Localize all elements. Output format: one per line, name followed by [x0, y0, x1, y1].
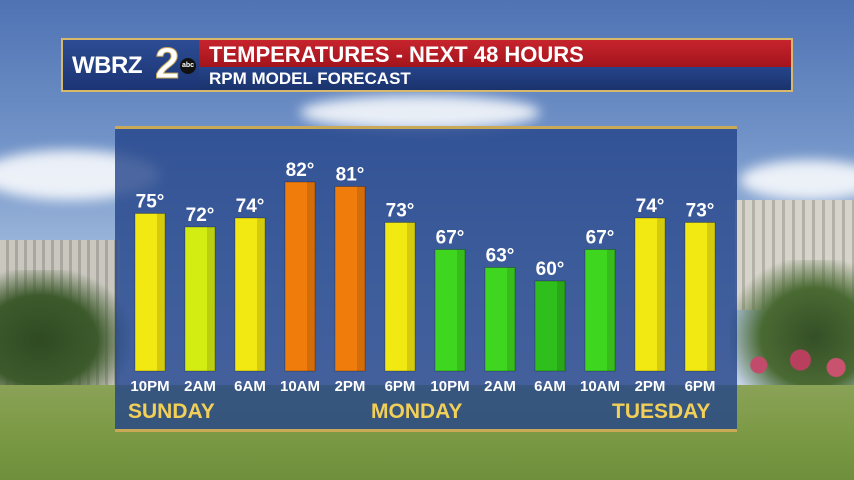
- day-label-monday: MONDAY: [371, 400, 463, 423]
- cloud: [300, 95, 540, 130]
- bar-10: [634, 217, 666, 372]
- time-label-10: 2PM: [635, 378, 666, 395]
- bar-9: [584, 249, 616, 372]
- bar-shade-6: [457, 249, 465, 371]
- time-label-0: 10PM: [130, 378, 169, 395]
- network-logo: abc: [180, 58, 196, 74]
- time-label-6: 10PM: [430, 378, 469, 395]
- bar-shade-2: [257, 218, 265, 371]
- bar-11: [684, 222, 716, 372]
- banner-bottom-bar: [63, 67, 791, 90]
- bar-7: [484, 267, 516, 372]
- logo-text: WBRZ: [72, 52, 142, 79]
- time-label-4: 2PM: [335, 378, 366, 395]
- value-label-0: 75°: [136, 192, 165, 213]
- bar-1: [184, 226, 216, 372]
- day-label-sunday: SUNDAY: [128, 400, 215, 423]
- cloud: [740, 160, 854, 200]
- bar-shade-0: [157, 213, 165, 371]
- time-label-2: 6AM: [234, 378, 266, 395]
- bar-4: [334, 186, 366, 372]
- bar-8: [534, 280, 566, 372]
- value-label-7: 63°: [486, 246, 515, 267]
- bar-shade-9: [607, 249, 615, 371]
- chart-subtitle: RPM MODEL FORECAST: [209, 69, 411, 88]
- bar-2: [234, 217, 266, 372]
- value-label-8: 60°: [536, 259, 565, 280]
- bar-0: [134, 213, 166, 372]
- bar-shade-10: [657, 218, 665, 371]
- logo-number: 2: [154, 39, 180, 88]
- value-label-3: 82°: [286, 160, 315, 181]
- time-label-9: 10AM: [580, 378, 620, 395]
- chart-title: TEMPERATURES - NEXT 48 HOURS: [209, 42, 584, 67]
- bar-shade-3: [307, 182, 315, 371]
- value-label-10: 74°: [636, 196, 665, 217]
- bar-shade-4: [357, 186, 365, 371]
- bar-shade-7: [507, 267, 515, 371]
- day-label-tuesday: TUESDAY: [612, 400, 711, 423]
- time-label-8: 6AM: [534, 378, 566, 395]
- time-label-5: 6PM: [385, 378, 416, 395]
- value-label-2: 74°: [236, 196, 265, 217]
- flower-bed: [735, 340, 854, 390]
- value-label-6: 67°: [436, 228, 465, 249]
- time-label-3: 10AM: [280, 378, 320, 395]
- value-label-11: 73°: [686, 201, 715, 222]
- bar-shade-11: [707, 222, 715, 371]
- time-label-1: 2AM: [184, 378, 216, 395]
- bar-shade-1: [207, 227, 215, 371]
- bar-3: [284, 181, 316, 372]
- bar-6: [434, 249, 466, 372]
- value-label-5: 73°: [386, 201, 415, 222]
- value-label-1: 72°: [186, 205, 215, 226]
- chart-panel: [115, 126, 737, 432]
- header-banner: WBRZ 2 abc TEMPERATURES - NEXT 48 HOURS …: [61, 38, 793, 92]
- bar-5: [384, 222, 416, 372]
- bar-shade-8: [557, 281, 565, 371]
- time-label-11: 6PM: [685, 378, 716, 395]
- time-label-7: 2AM: [484, 378, 516, 395]
- station-logo: WBRZ 2 abc: [63, 40, 199, 90]
- value-label-9: 67°: [586, 228, 615, 249]
- bar-shade-5: [407, 222, 415, 371]
- value-label-4: 81°: [336, 165, 365, 186]
